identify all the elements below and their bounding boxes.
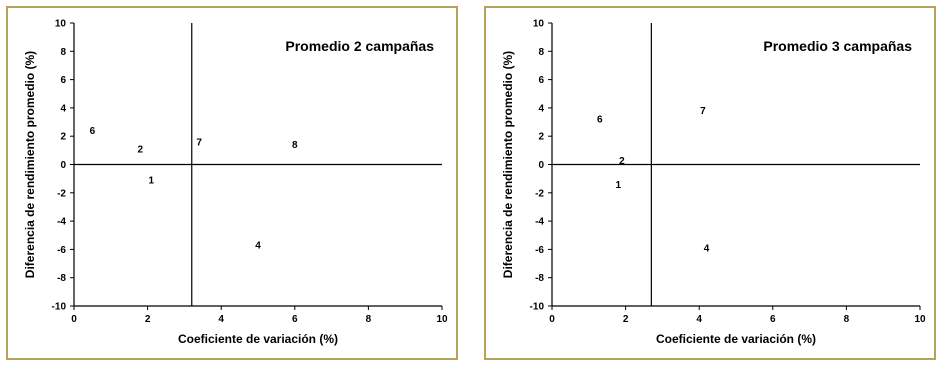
chart-1-x-axis-title: Coeficiente de variación (%) bbox=[178, 332, 338, 346]
chart-1-x-tick-label: 4 bbox=[218, 314, 224, 325]
chart-1-x-tick-label: 6 bbox=[292, 314, 298, 325]
chart-2-point-label: 7 bbox=[700, 106, 706, 117]
chart-1-y-tick-label: 0 bbox=[60, 160, 66, 171]
chart-2-point-label: 4 bbox=[704, 243, 710, 254]
chart-2-x-tick-label: 4 bbox=[696, 314, 702, 325]
chart-1-y-axis-title: Diferencia de rendimiento promedio (%) bbox=[23, 51, 37, 278]
chart-2-point-label: 1 bbox=[615, 180, 621, 191]
chart-2-point-label: 6 bbox=[597, 115, 603, 126]
chart-1-x-tick-label: 10 bbox=[436, 314, 448, 325]
chart-1-point-label: 7 bbox=[196, 137, 202, 148]
chart-2-x-tick-label: 2 bbox=[623, 314, 629, 325]
chart-2-y-tick-label: 8 bbox=[538, 47, 544, 58]
chart-2-y-tick-label: -4 bbox=[535, 217, 544, 228]
chart-1-point-label: 1 bbox=[148, 176, 154, 187]
chart-1-y-tick-label: 10 bbox=[55, 19, 67, 30]
chart-panel-1: 10 8 6 4 2 0 -2 -4 -6 -8 -10 0 2 4 6 8 10 Coeficiente de … bbox=[6, 6, 458, 360]
chart-1-y-tick-label: -6 bbox=[57, 245, 66, 256]
chart-1-point-label: 4 bbox=[255, 241, 261, 252]
chart-2-x-tick-label: 8 bbox=[844, 314, 850, 325]
chart-1-title: Promedio 2 campañas bbox=[285, 38, 434, 54]
chart-2-y-tick-label: 0 bbox=[538, 160, 544, 171]
chart-1-y-tick-label: 4 bbox=[60, 103, 66, 114]
chart-1-point-label: 6 bbox=[90, 126, 96, 137]
chart-panel-2: 10 8 6 4 2 0 -2 -4 -6 -8 -10 0 2 4 6 8 10 Coeficiente de … bbox=[484, 6, 936, 360]
scatter-chart-2: 10 8 6 4 2 0 -2 -4 -6 -8 -10 0 2 4 6 8 10 Coeficiente de … bbox=[501, 19, 926, 347]
scatter-chart-1: 10 8 6 4 2 0 -2 -4 -6 -8 -10 0 2 4 6 8 10 Coeficiente de … bbox=[23, 19, 448, 347]
chart-2-x-axis-title: Coeficiente de variación (%) bbox=[656, 332, 816, 346]
chart-2-y-axis-title: Diferencia de rendimiento promedio (%) bbox=[501, 51, 515, 278]
chart-1-y-tick-label: -8 bbox=[57, 273, 66, 284]
chart-2-title: Promedio 3 campañas bbox=[763, 38, 912, 54]
chart-1-y-tick-label: 2 bbox=[60, 132, 66, 143]
chart-2-y-tick-label: 10 bbox=[533, 19, 545, 30]
chart-2-y-tick-label: -2 bbox=[535, 188, 544, 199]
chart-2-point-label: 2 bbox=[619, 156, 625, 167]
chart-1-point-label: 2 bbox=[137, 144, 143, 155]
chart-2-y-tick-label: -8 bbox=[535, 273, 544, 284]
chart-2-y-tick-label: 4 bbox=[538, 103, 544, 114]
chart-2-x-tick-label: 0 bbox=[549, 314, 555, 325]
chart-1-point-label: 8 bbox=[292, 140, 298, 151]
chart-1-y-tick-label: -10 bbox=[52, 302, 67, 313]
chart-1-x-tick-label: 8 bbox=[366, 314, 372, 325]
chart-1-y-tick-label: 8 bbox=[60, 47, 66, 58]
chart-1-y-tick-label: 6 bbox=[60, 75, 66, 86]
chart-2-y-tick-label: 2 bbox=[538, 132, 544, 143]
chart-2-y-tick-label: -10 bbox=[530, 302, 545, 313]
chart-1-y-tick-label: -2 bbox=[57, 188, 66, 199]
chart-1-x-tick-label: 0 bbox=[71, 314, 77, 325]
chart-2-x-tick-label: 6 bbox=[770, 314, 776, 325]
chart-2-y-tick-label: 6 bbox=[538, 75, 544, 86]
chart-1-x-tick-label: 2 bbox=[145, 314, 151, 325]
chart-1-y-tick-label: -4 bbox=[57, 217, 66, 228]
chart-2-y-tick-label: -6 bbox=[535, 245, 544, 256]
chart-2-x-tick-label: 10 bbox=[914, 314, 926, 325]
